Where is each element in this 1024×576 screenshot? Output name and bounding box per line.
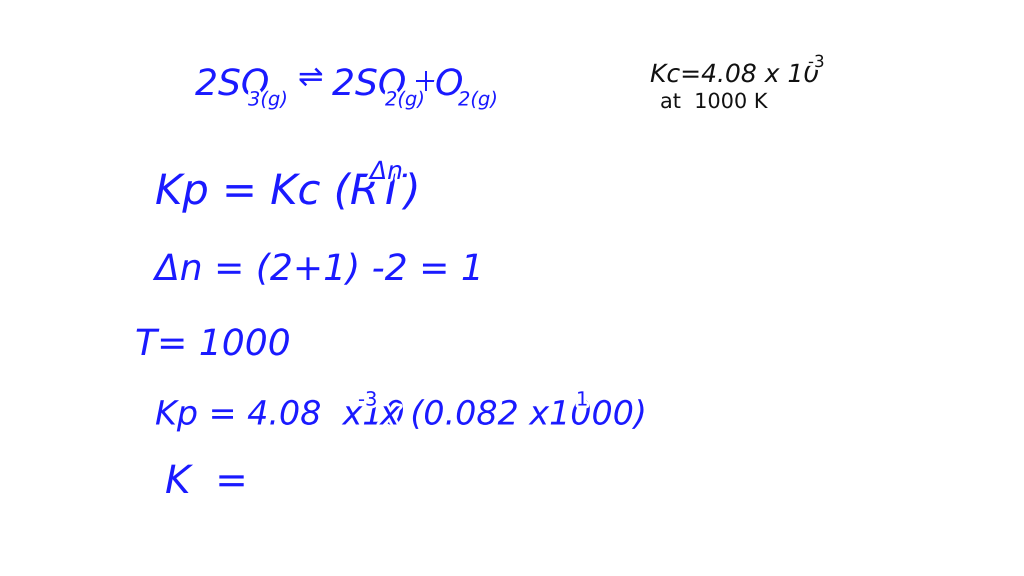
Text: 2(g): 2(g) — [458, 90, 498, 109]
Text: -3: -3 — [358, 391, 378, 410]
Text: Δn = (2+1) -2 = 1: Δn = (2+1) -2 = 1 — [155, 253, 484, 287]
Text: 2SO: 2SO — [332, 68, 407, 102]
Text: T= 1000: T= 1000 — [135, 328, 291, 362]
Text: O: O — [435, 68, 464, 102]
Text: 2SO: 2SO — [195, 68, 269, 102]
Text: 3(g): 3(g) — [248, 90, 288, 109]
Text: K  =: K = — [165, 463, 248, 501]
Text: at  1000 K: at 1000 K — [660, 92, 767, 112]
Text: 2(g): 2(g) — [385, 90, 425, 109]
Text: -3: -3 — [808, 53, 824, 71]
Text: Kc=4.08 x 10: Kc=4.08 x 10 — [650, 63, 819, 87]
Text: ⇌: ⇌ — [298, 63, 324, 93]
Text: Kp = Kc (RT): Kp = Kc (RT) — [155, 171, 420, 213]
Text: Kp = 4.08  x10: Kp = 4.08 x10 — [155, 399, 406, 431]
Text: +: + — [413, 67, 438, 97]
Text: x (0.082 x1000): x (0.082 x1000) — [380, 399, 647, 431]
Text: Δn: Δn — [370, 160, 403, 184]
Text: 1: 1 — [575, 391, 589, 410]
